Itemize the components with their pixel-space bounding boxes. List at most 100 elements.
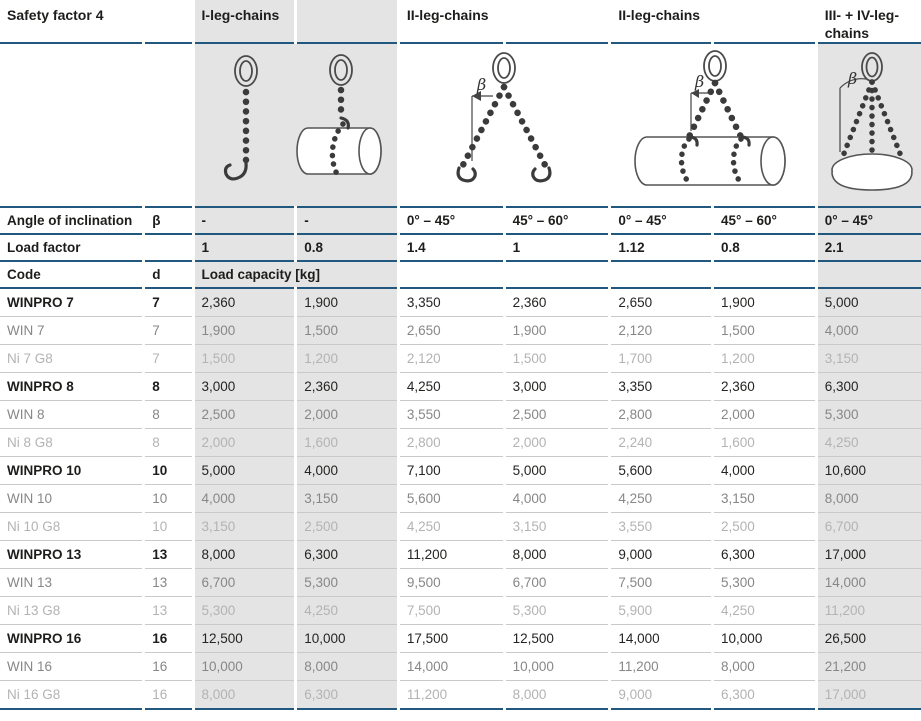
code-cell: Ni 13 G8 xyxy=(0,596,144,625)
header-spacer xyxy=(711,0,817,44)
two-leg-choked-cylinder-sling-icon: β xyxy=(634,50,786,186)
capacity-cell: 5,300 xyxy=(814,400,921,429)
capacity-cell: 6,300 xyxy=(294,680,399,710)
illu-spacer xyxy=(0,43,144,208)
capacity-cell: 9,500 xyxy=(396,568,505,597)
single-leg-straight-sling-icon xyxy=(223,55,258,181)
capacity-cell: 6,700 xyxy=(191,568,296,597)
capacity-cell: 1,700 xyxy=(608,344,713,373)
capacity-cell: 1,900 xyxy=(191,316,296,345)
code-row-spacer xyxy=(814,261,921,289)
load-factor-spacer xyxy=(142,234,194,262)
i-leg-illustration-cell xyxy=(191,43,399,208)
diameter-cell: 16 xyxy=(142,680,194,710)
capacity-cell: 8,000 xyxy=(502,540,610,569)
load-factor-value: 1 xyxy=(191,234,296,262)
diameter-cell: 8 xyxy=(142,400,194,429)
group-heading-iii-iv-leg: III- + IV-leg-chains xyxy=(814,0,921,44)
capacity-cell: 14,000 xyxy=(608,624,713,653)
code-cell: WINPRO 7 xyxy=(0,288,144,317)
table-row: WINPRO 8 8 3,000 2,360 4,250 3,000 3,350… xyxy=(0,372,921,401)
capacity-cell: 4,000 xyxy=(502,484,610,513)
code-cell: WIN 7 xyxy=(0,316,144,345)
iii-iv-leg-illustration-cell: β xyxy=(814,43,921,208)
capacity-cell: 2,360 xyxy=(191,288,296,317)
table-row: WIN 13 13 6,700 5,300 9,500 6,700 7,500 … xyxy=(0,568,921,597)
group-heading-ii-leg-a: II-leg-chains xyxy=(396,0,505,44)
capacity-cell: 6,700 xyxy=(814,512,921,541)
capacity-cell: 1,500 xyxy=(502,344,610,373)
capacity-cell: 2,800 xyxy=(608,400,713,429)
capacity-cell: 3,350 xyxy=(608,372,713,401)
illustration-row: β β xyxy=(0,43,921,208)
diameter-cell: 7 xyxy=(142,316,194,345)
table-row: Ni 7 G8 7 1,500 1,200 2,120 1,500 1,700 … xyxy=(0,344,921,373)
capacity-cell: 6,300 xyxy=(294,540,399,569)
capacity-cell: 3,000 xyxy=(502,372,610,401)
ii-leg-hooks-illustration-cell: β xyxy=(396,43,610,208)
diameter-cell: 13 xyxy=(142,540,194,569)
capacity-cell: 12,500 xyxy=(191,624,296,653)
capacity-cell: 5,300 xyxy=(191,596,296,625)
capacity-cell: 5,000 xyxy=(191,456,296,485)
capacity-cell: 11,200 xyxy=(608,652,713,681)
capacity-cell: 8,000 xyxy=(711,652,817,681)
capacity-cell: 10,000 xyxy=(711,624,817,653)
load-factor-label: Load factor xyxy=(0,234,144,262)
capacity-cell: 1,600 xyxy=(294,428,399,457)
group-heading-ii-leg-b: II-leg-chains xyxy=(608,0,713,44)
multi-leg-round-load-sling-icon: β xyxy=(831,52,914,191)
diameter-cell: 16 xyxy=(142,624,194,653)
angle-value: - xyxy=(294,207,399,235)
capacity-cell: 2,000 xyxy=(191,428,296,457)
capacity-cell: 1,200 xyxy=(294,344,399,373)
capacity-cell: 2,360 xyxy=(502,288,610,317)
diameter-cell: 8 xyxy=(142,372,194,401)
angle-value: 45° – 60° xyxy=(711,207,817,235)
table-row: WIN 8 8 2,500 2,000 3,550 2,500 2,800 2,… xyxy=(0,400,921,429)
load-factor-value: 1.4 xyxy=(396,234,505,262)
table-row: WINPRO 10 10 5,000 4,000 7,100 5,000 5,6… xyxy=(0,456,921,485)
diameter-cell: 8 xyxy=(142,428,194,457)
header-spacer xyxy=(294,0,399,44)
capacity-cell: 11,200 xyxy=(396,680,505,710)
capacity-cell: 17,500 xyxy=(396,624,505,653)
capacity-cell: 14,000 xyxy=(396,652,505,681)
capacity-cell: 6,700 xyxy=(502,568,610,597)
capacity-cell: 3,150 xyxy=(294,484,399,513)
capacity-cell: 9,000 xyxy=(608,540,713,569)
capacity-cell: 7,500 xyxy=(396,596,505,625)
capacity-cell: 4,250 xyxy=(608,484,713,513)
load-factor-row: Load factor 1 0.8 1.4 1 1.12 0.8 2.1 xyxy=(0,234,921,262)
capacity-cell: 17,000 xyxy=(814,680,921,710)
capacity-cell: 6,300 xyxy=(711,540,817,569)
capacity-cell: 3,550 xyxy=(608,512,713,541)
capacity-cell: 5,300 xyxy=(502,596,610,625)
header-row: Safety factor 4 I-leg-chains II-leg-chai… xyxy=(0,0,921,44)
diameter-cell: 16 xyxy=(142,652,194,681)
capacity-cell: 6,300 xyxy=(711,680,817,710)
capacity-cell: 3,150 xyxy=(502,512,610,541)
capacity-cell: 9,000 xyxy=(608,680,713,710)
capacity-cell: 5,000 xyxy=(814,288,921,317)
svg-text:β: β xyxy=(476,75,486,94)
capacity-cell: 2,000 xyxy=(711,400,817,429)
group-heading-i-leg: I-leg-chains xyxy=(191,0,296,44)
svg-text:β: β xyxy=(694,72,704,91)
diameter-cell: 7 xyxy=(142,288,194,317)
diameter-symbol: d xyxy=(142,261,194,289)
capacity-cell: 4,250 xyxy=(814,428,921,457)
capacity-cell: 5,600 xyxy=(608,456,713,485)
capacity-cell: 4,250 xyxy=(711,596,817,625)
capacity-cell: 1,200 xyxy=(711,344,817,373)
diameter-cell: 13 xyxy=(142,568,194,597)
code-cell: WINPRO 16 xyxy=(0,624,144,653)
capacity-cell: 1,500 xyxy=(711,316,817,345)
angle-row-label: Angle of inclination xyxy=(0,207,144,235)
table-row: WIN 16 16 10,000 8,000 14,000 10,000 11,… xyxy=(0,652,921,681)
header-spacer xyxy=(142,0,194,44)
diameter-cell: 13 xyxy=(142,596,194,625)
capacity-cell: 4,250 xyxy=(396,512,505,541)
capacity-cell: 8,000 xyxy=(294,652,399,681)
